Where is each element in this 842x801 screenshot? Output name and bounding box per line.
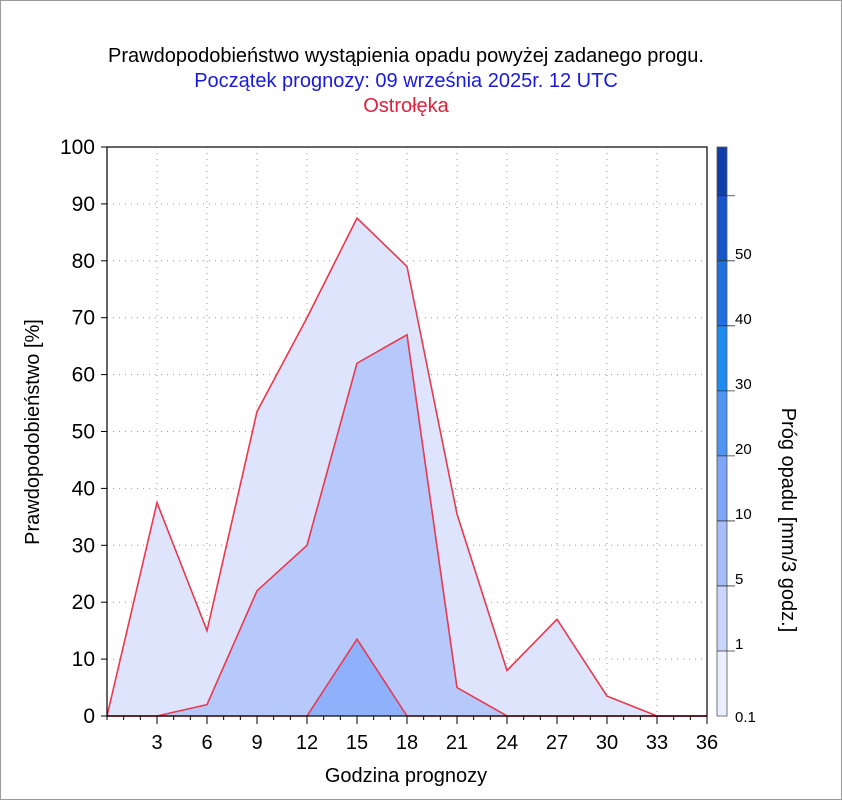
colorbar-tick-label: 50 [735, 246, 752, 263]
x-tick-label: 6 [201, 732, 212, 754]
colorbar-segment [717, 325, 727, 391]
colorbar-segment [717, 585, 727, 651]
colorbar-frame [716, 146, 728, 717]
colorbar-segment [717, 147, 727, 196]
x-tick-label: 3 [151, 732, 162, 754]
y-tick-label: 10 [72, 648, 95, 671]
x-tick-label: 24 [496, 732, 518, 754]
y-tick-label: 40 [72, 477, 95, 500]
y-axis-label: Prawdopodobieństwo [%] [22, 319, 44, 545]
x-tick-label: 30 [596, 732, 618, 754]
colorbar-label: Próg opadu [mm/3 godz.] [777, 408, 799, 633]
colorbar-tick-label: 20 [735, 441, 752, 458]
y-tick-label: 50 [72, 421, 95, 444]
colorbar-tick-label: 30 [735, 376, 752, 393]
x-tick-label: 9 [251, 732, 262, 754]
line-series-1 [106, 216, 707, 717]
colorbar-tick-label: 10 [735, 506, 752, 523]
y-tick-label: 80 [72, 250, 95, 273]
colorbar-tick-label: 0.1 [735, 709, 756, 726]
colorbar-tick-label: 5 [735, 571, 743, 588]
x-tick-label: 36 [696, 732, 718, 754]
chart-location: Ostrołęka [363, 95, 449, 117]
colorbar-segment [717, 260, 727, 326]
x-axis-label: Godzina prognozy [325, 765, 487, 787]
colorbar-segment [717, 390, 727, 456]
y-tick-label: 100 [60, 136, 95, 159]
y-tick-label: 90 [72, 193, 95, 216]
x-tick-label: 18 [396, 732, 418, 754]
y-tick-label: 30 [72, 534, 95, 557]
y-tick-label: 70 [72, 307, 95, 330]
colorbar-tick-label: 40 [735, 311, 752, 328]
area-series-2 [107, 334, 707, 716]
chart-title: Prawdopodobieństwo wystąpienia opadu pow… [108, 45, 704, 67]
colorbar-segment [717, 520, 727, 586]
colorbar-segment [717, 650, 727, 716]
y-tick-label: 0 [83, 705, 95, 728]
colorbar-segment [717, 455, 727, 521]
x-tick-label: 12 [296, 732, 318, 754]
y-tick-label: 60 [72, 364, 95, 387]
y-tick-label: 20 [72, 591, 95, 614]
colorbar-layer: 0.1 1 5 10 20 30 40 50 [716, 146, 756, 726]
colorbar-segment [717, 195, 727, 261]
x-tick-label: 33 [646, 732, 668, 754]
colorbar-tick-label: 1 [735, 636, 743, 653]
x-tick-label: 15 [346, 732, 368, 754]
x-tick-label: 27 [546, 732, 568, 754]
x-tick-label: 21 [446, 732, 468, 754]
chart-subtitle: Początek prognozy: 09 września 2025r. 12… [194, 70, 618, 92]
